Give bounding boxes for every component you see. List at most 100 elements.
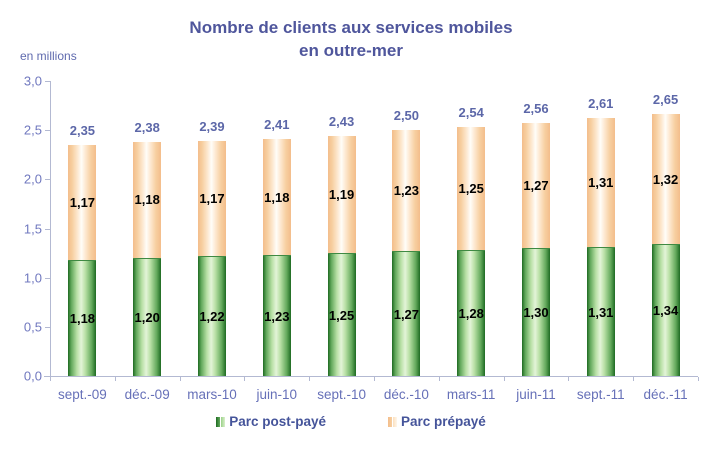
stacked-bar: 2,65 1,32 1,34	[651, 92, 680, 376]
x-axis-tick-mark	[179, 377, 181, 381]
stacked-bar: 2,54 1,25 1,28	[457, 105, 486, 376]
y-axis-tick-label: 1,5	[23, 221, 42, 236]
total-label: 2,43	[328, 114, 355, 130]
prepaid-segment: 1,17	[68, 144, 97, 260]
postpaid-segment: 1,30	[521, 248, 550, 376]
total-label: 2,56	[523, 101, 549, 117]
y-axis-tick-label: 1,0	[23, 270, 42, 286]
x-axis-tick-mark	[633, 377, 635, 381]
bar-column: sept.-11 2,61 1,31 1,31	[568, 81, 633, 402]
y-axis-tick-label: 2,5	[23, 122, 42, 138]
category-label: déc.-11	[643, 387, 688, 402]
bar-column: juin-10 2,41 1,18 1,23	[244, 81, 309, 402]
postpaid-value-label: 1,20	[134, 310, 160, 325]
category-label: déc.-10	[383, 387, 429, 402]
prepaid-value-label: 1,27	[523, 178, 549, 194]
prepaid-value-label: 1,19	[328, 187, 355, 203]
y-axis-tick-label: 0,0	[23, 368, 42, 384]
category-label: déc.-09	[124, 387, 170, 402]
y-axis-tick-label: 0,5	[23, 319, 42, 335]
category-label: sept.-11	[576, 387, 625, 402]
stacked-bar: 2,50 1,23 1,27	[392, 108, 421, 376]
postpaid-value-label: 1,27	[393, 306, 420, 322]
x-axis-tick-mark	[50, 377, 51, 381]
prepaid-segment: 1,17	[197, 141, 226, 257]
x-axis-tick-mark	[438, 377, 440, 381]
prepaid-value-label: 1,18	[134, 192, 160, 208]
total-label: 2,39	[199, 119, 225, 134]
postpaid-value-label: 1,34	[652, 303, 679, 319]
bar-column: juin-11 2,56 1,27 1,30	[504, 81, 569, 402]
plot-area: sept.-09 2,35 1,17 1,18 déc.-09 2,38 1,18 1,20 m…	[50, 81, 698, 402]
prepaid-value-label: 1,32	[652, 171, 679, 187]
stacked-bar: 2,39 1,17 1,22	[197, 119, 226, 376]
prepaid-value-label: 1,23	[393, 183, 420, 199]
x-axis-line	[44, 376, 698, 377]
total-label: 2,38	[134, 119, 160, 135]
postpaid-segment: 1,23	[262, 255, 291, 376]
postpaid-legend-marker-icon	[216, 416, 226, 427]
total-label: 2,50	[393, 108, 420, 124]
stacked-bar: 2,41 1,18 1,23	[262, 117, 291, 376]
legend-item-postpaid: Parc post-payé	[216, 414, 326, 429]
category-label: juin-11	[516, 387, 556, 402]
y-axis-tick-mark	[45, 277, 51, 279]
postpaid-segment: 1,20	[133, 258, 162, 376]
prepaid-segment: 1,31	[586, 118, 615, 248]
postpaid-value-label: 1,18	[69, 310, 96, 326]
chart-title-line2: en outre-mer	[299, 41, 403, 60]
x-axis-tick-mark	[244, 377, 246, 381]
total-label: 2,65	[652, 92, 679, 108]
unit-label: en millions	[20, 49, 77, 63]
prepaid-segment: 1,18	[262, 139, 291, 256]
stacked-bar: 2,35 1,17 1,18	[68, 123, 97, 376]
stacked-bar: 2,61 1,31 1,31	[586, 96, 615, 376]
postpaid-segment: 1,28	[457, 250, 486, 376]
y-axis-tick-label: 2,0	[23, 171, 42, 187]
postpaid-segment: 1,34	[651, 244, 680, 376]
prepaid-legend-marker-icon	[387, 416, 397, 427]
prepaid-segment: 1,32	[651, 114, 680, 245]
prepaid-value-label: 1,25	[458, 181, 484, 197]
bar-column: déc.-09 2,38 1,18 1,20	[115, 81, 180, 402]
bar-column: mars-11 2,54 1,25 1,28	[439, 81, 504, 402]
postpaid-segment: 1,27	[392, 251, 421, 376]
category-label: juin-10	[256, 387, 298, 402]
legend-label-postpaid: Parc post-payé	[229, 414, 326, 429]
x-axis-tick-mark	[568, 377, 570, 381]
legend-item-prepaid: Parc prépayé	[387, 414, 486, 429]
x-axis-tick-mark	[503, 377, 505, 381]
category-label: mars-11	[446, 387, 496, 402]
x-axis-tick-mark	[374, 377, 375, 381]
prepaid-segment: 1,25	[457, 127, 486, 251]
x-axis-tick-mark	[114, 377, 116, 381]
postpaid-segment: 1,25	[327, 253, 356, 376]
prepaid-value-label: 1,18	[264, 189, 290, 205]
legend-label-prepaid: Parc prépayé	[400, 414, 486, 429]
total-label: 2,35	[69, 122, 96, 138]
bar-column: déc.-11 2,65 1,32 1,34	[633, 81, 698, 402]
prepaid-segment: 1,23	[392, 130, 421, 252]
prepaid-value-label: 1,31	[588, 175, 614, 191]
chart-title: Nombre de clients aux services mobiles e…	[0, 16, 702, 62]
legend: Parc post-payé Parc prépayé	[0, 414, 702, 429]
prepaid-segment: 1,27	[521, 123, 550, 249]
y-axis-tick-mark	[45, 228, 51, 230]
category-label: sept.-10	[317, 387, 366, 402]
postpaid-value-label: 1,28	[458, 306, 484, 322]
prepaid-segment: 1,18	[133, 141, 162, 258]
y-axis-line	[50, 81, 51, 377]
prepaid-value-label: 1,17	[69, 194, 96, 210]
bar-column: mars-10 2,39 1,17 1,22	[180, 81, 245, 402]
postpaid-value-label: 1,31	[588, 304, 614, 320]
postpaid-segment: 1,18	[68, 259, 97, 376]
postpaid-value-label: 1,22	[199, 309, 225, 325]
stacked-bar: 2,43 1,19 1,25	[327, 114, 356, 376]
postpaid-segment: 1,31	[586, 247, 615, 376]
y-axis-tick-mark	[45, 179, 51, 181]
postpaid-value-label: 1,25	[328, 307, 355, 323]
y-axis-tick-label: 3,0	[23, 73, 42, 89]
total-label: 2,61	[588, 96, 614, 112]
y-axis-tick-mark	[45, 130, 51, 132]
